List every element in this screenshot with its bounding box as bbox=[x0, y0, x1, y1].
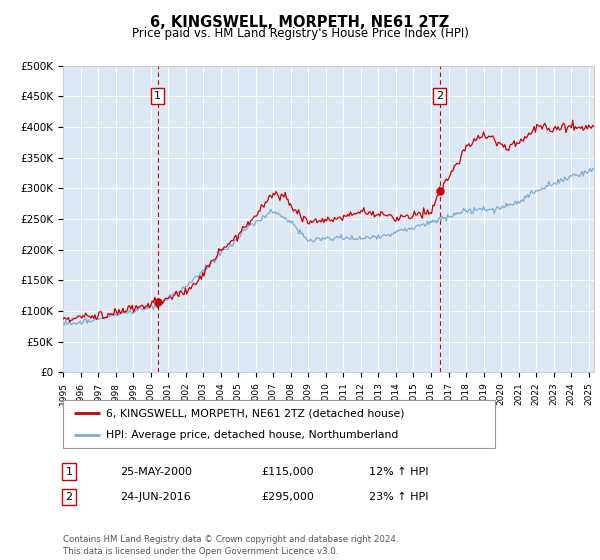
Text: 6, KINGSWELL, MORPETH, NE61 2TZ: 6, KINGSWELL, MORPETH, NE61 2TZ bbox=[151, 15, 449, 30]
Text: 12% ↑ HPI: 12% ↑ HPI bbox=[369, 466, 428, 477]
Text: 2: 2 bbox=[436, 91, 443, 101]
Text: £295,000: £295,000 bbox=[261, 492, 314, 502]
Text: 23% ↑ HPI: 23% ↑ HPI bbox=[369, 492, 428, 502]
Text: 6, KINGSWELL, MORPETH, NE61 2TZ (detached house): 6, KINGSWELL, MORPETH, NE61 2TZ (detache… bbox=[106, 408, 404, 418]
Text: 24-JUN-2016: 24-JUN-2016 bbox=[120, 492, 191, 502]
Text: 2: 2 bbox=[65, 492, 73, 502]
Text: 1: 1 bbox=[154, 91, 161, 101]
Text: £115,000: £115,000 bbox=[261, 466, 314, 477]
FancyBboxPatch shape bbox=[63, 400, 495, 448]
Text: Price paid vs. HM Land Registry's House Price Index (HPI): Price paid vs. HM Land Registry's House … bbox=[131, 27, 469, 40]
Text: Contains HM Land Registry data © Crown copyright and database right 2024.
This d: Contains HM Land Registry data © Crown c… bbox=[63, 535, 398, 556]
Text: 25-MAY-2000: 25-MAY-2000 bbox=[120, 466, 192, 477]
Text: HPI: Average price, detached house, Northumberland: HPI: Average price, detached house, Nort… bbox=[106, 430, 398, 440]
Text: 1: 1 bbox=[65, 466, 73, 477]
